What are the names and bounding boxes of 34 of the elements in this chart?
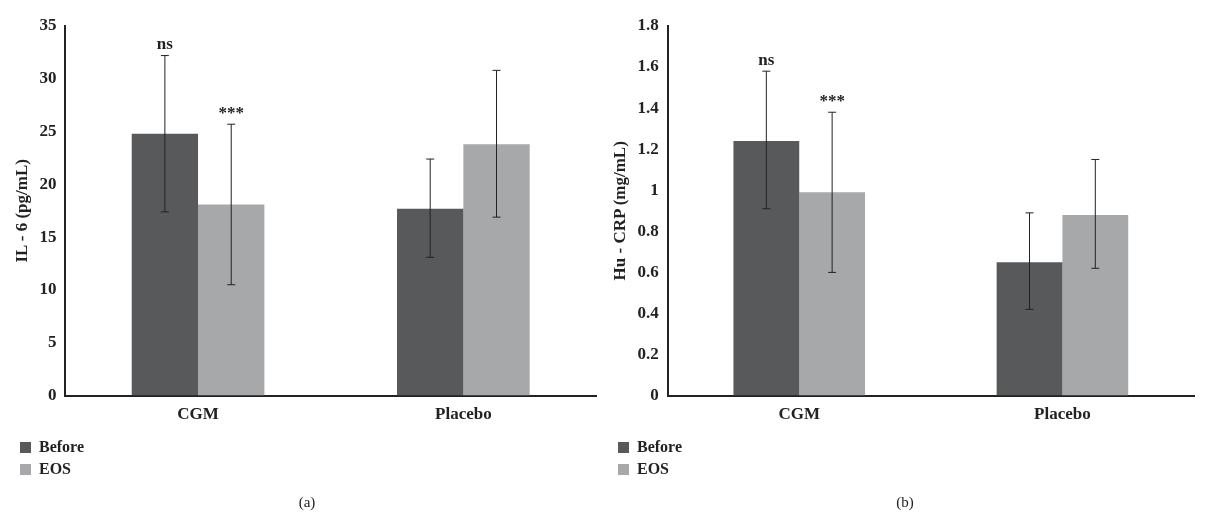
- x-tick-label: Placebo: [1034, 404, 1091, 424]
- legend-label: Before: [39, 438, 85, 456]
- y-tick-label: 5: [47, 332, 57, 352]
- y-tick-label: 0.6: [637, 261, 659, 281]
- y-tick-label: 0.8: [637, 220, 659, 240]
- y-axis-title: Hu - CRP (mg/mL): [609, 141, 629, 281]
- y-tick-label: 20: [39, 173, 57, 193]
- annotation: ***: [819, 91, 845, 111]
- y-tick-label: 1.4: [637, 97, 660, 117]
- y-tick-label: 1.8: [637, 15, 659, 35]
- y-tick-label: 1: [650, 179, 659, 199]
- annotation: ns: [156, 34, 174, 54]
- y-tick-label: 15: [39, 226, 57, 246]
- x-tick-label: Placebo: [435, 404, 492, 424]
- annotation: ***: [218, 103, 244, 123]
- legend-label: EOS: [39, 460, 72, 478]
- y-tick-label: 10: [39, 279, 57, 299]
- text: (a): [297, 494, 317, 511]
- y-tick-label: 0.2: [637, 343, 659, 363]
- y-tick-label: 1.2: [637, 138, 659, 158]
- y-axis-title: IL - 6 (pg/mL): [11, 159, 31, 263]
- annotation: ns: [758, 50, 775, 70]
- text: (b): [895, 494, 915, 511]
- y-tick-label: 0: [47, 384, 57, 404]
- legend-label: EOS: [637, 460, 670, 478]
- y-tick-label: 25: [39, 120, 57, 140]
- y-tick-label: 30: [39, 68, 57, 88]
- y-tick-label: 35: [39, 15, 57, 35]
- x-tick-label: CGM: [177, 404, 219, 424]
- y-tick-label: 1.6: [637, 56, 659, 76]
- y-tick-label: 0: [650, 384, 659, 404]
- y-tick-label: 0.4: [637, 302, 660, 322]
- x-tick-label: CGM: [778, 404, 821, 424]
- legend-label: Before: [637, 438, 683, 456]
